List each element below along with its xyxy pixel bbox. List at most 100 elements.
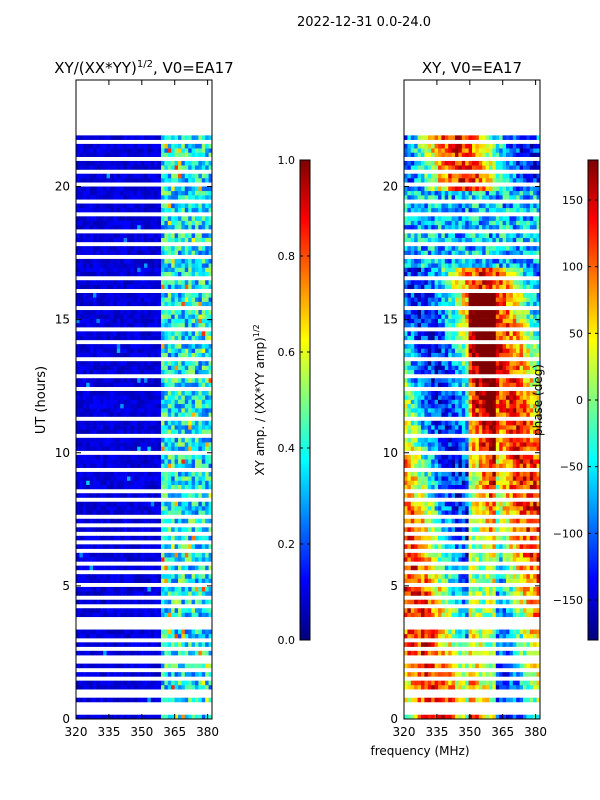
heatmap-cell	[427, 484, 432, 490]
heatmap-cell	[154, 237, 158, 243]
heatmap-cell	[205, 680, 209, 686]
heatmap-cell	[205, 586, 209, 592]
heatmap-cell	[127, 331, 131, 336]
heatmap-cell	[195, 446, 199, 451]
heatmap-cell	[181, 442, 186, 447]
heatmap-cell	[157, 446, 162, 451]
heatmap-cell	[465, 476, 469, 481]
heatmap-cell	[133, 297, 138, 302]
heatmap-cell	[99, 399, 104, 405]
heatmap-cell	[76, 271, 80, 277]
heatmap-cell	[140, 314, 145, 319]
heatmap-cell	[164, 352, 169, 358]
heatmap-cell	[133, 165, 138, 170]
heatmap-cell	[93, 650, 97, 656]
heatmap-cell	[410, 586, 415, 592]
heatmap-cell	[167, 165, 172, 170]
heatmap-cell	[147, 160, 152, 166]
heatmap-cell	[144, 420, 148, 426]
heatmap-cell	[86, 271, 90, 277]
heatmap-cell	[455, 544, 459, 549]
heatmap-cell	[99, 420, 104, 426]
heatmap-cell	[195, 680, 199, 686]
heatmap-cell	[150, 310, 155, 315]
heatmap-cell	[502, 672, 507, 677]
heatmap-cell	[201, 408, 206, 413]
heatmap-cell	[82, 263, 87, 268]
heatmap-cell	[147, 463, 152, 468]
heatmap-cell	[164, 160, 169, 166]
heatmap-cell	[123, 446, 128, 451]
heatmap-cell	[120, 195, 124, 200]
heatmap-cell	[195, 207, 199, 213]
heatmap-cell	[103, 684, 107, 690]
heatmap-cell	[147, 629, 152, 635]
heatmap-cell	[536, 501, 540, 507]
heatmap-cell	[201, 574, 206, 579]
heatmap-cell	[195, 263, 199, 268]
heatmap-cell	[417, 471, 422, 477]
heatmap-cell	[171, 501, 175, 507]
heatmap-cell	[76, 459, 80, 464]
heatmap-cell	[161, 412, 165, 417]
heatmap-cell	[188, 565, 192, 571]
heatmap-cell	[208, 190, 212, 196]
heatmap-cell	[150, 207, 155, 213]
heatmap-cell	[96, 442, 101, 447]
heatmap-cell	[472, 608, 476, 613]
heatmap-cell	[205, 224, 209, 230]
heatmap-cell	[451, 459, 456, 464]
heatmap-cell	[502, 484, 507, 490]
heatmap-cell	[208, 420, 212, 426]
heatmap-cell	[140, 382, 145, 388]
heatmap-cell	[99, 459, 104, 464]
heatmap-cell	[120, 361, 124, 366]
heatmap-cell	[455, 574, 459, 579]
heatmap-cell	[465, 565, 469, 571]
heatmap-cell	[184, 663, 189, 669]
heatmap-cell	[120, 395, 124, 400]
heatmap-cell	[506, 527, 510, 532]
heatmap-cell	[110, 501, 114, 507]
heatmap-cell	[181, 591, 186, 596]
heatmap-cell	[147, 177, 152, 183]
heatmap-cell	[110, 177, 114, 183]
heatmap-cell	[123, 408, 128, 413]
heatmap-cell	[110, 250, 114, 255]
heatmap-cell	[110, 310, 114, 315]
y-tick-label: 15	[55, 313, 70, 327]
heatmap-cell	[167, 565, 172, 571]
heatmap-cell	[191, 608, 196, 613]
heatmap-cell	[123, 322, 128, 328]
heatmap-cell	[133, 608, 138, 613]
heatmap-cell	[144, 165, 148, 170]
heatmap-cell	[205, 518, 209, 524]
heatmap-cell	[424, 518, 429, 524]
heatmap-cell	[140, 220, 145, 226]
heatmap-cell	[110, 390, 114, 396]
heatmap-cell	[127, 506, 131, 511]
heatmap-cell	[120, 331, 124, 336]
heatmap-cell	[468, 480, 473, 485]
heatmap-cell	[147, 480, 152, 485]
heatmap-cell	[106, 267, 111, 272]
heatmap-cell	[410, 629, 415, 635]
heatmap-cell	[144, 510, 148, 515]
heatmap-cell	[86, 612, 90, 618]
heatmap-cell	[120, 574, 124, 579]
heatmap-cell	[86, 437, 90, 443]
heatmap-cell	[127, 143, 131, 149]
heatmap-cell	[178, 557, 182, 562]
heatmap-cell	[106, 518, 111, 524]
heatmap-cell	[82, 224, 87, 230]
heatmap-cell	[120, 633, 124, 639]
heatmap-cell	[130, 544, 135, 549]
heatmap-cell	[171, 267, 175, 272]
heatmap-cell	[76, 301, 80, 307]
heatmap-cell	[86, 501, 90, 507]
heatmap-cell	[489, 565, 493, 571]
heatmap-cell	[93, 454, 97, 460]
heatmap-cell	[188, 207, 192, 213]
heatmap-cell	[93, 177, 97, 183]
heatmap-cell	[171, 165, 175, 170]
